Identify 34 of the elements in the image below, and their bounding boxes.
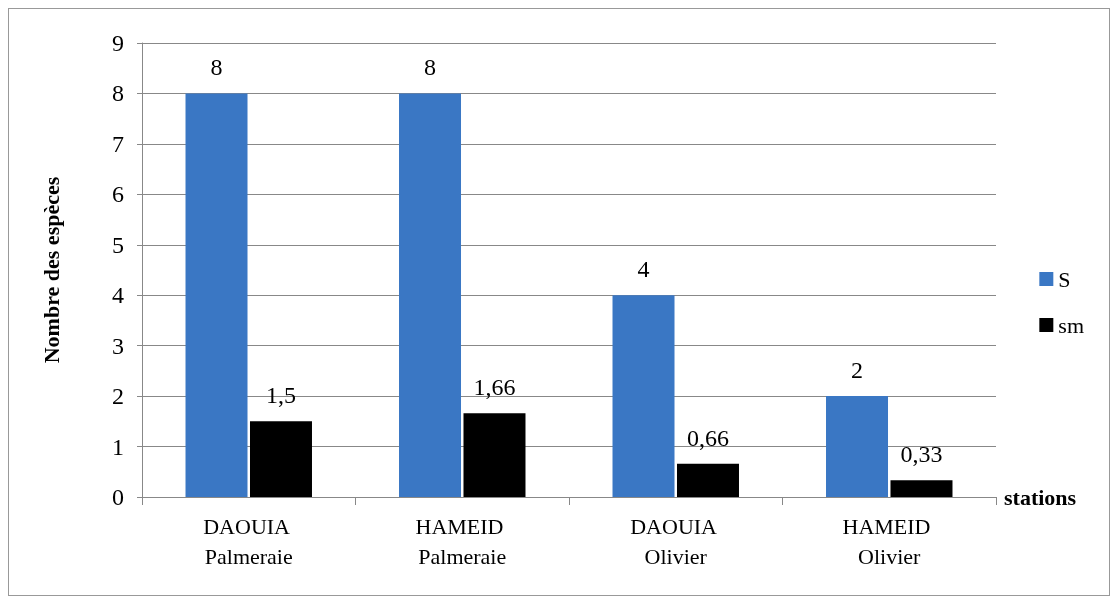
y-tick-label: 2 [112, 383, 124, 410]
x-tick-label: HAMEID Palmeraie [415, 513, 509, 569]
y-tick-label: 9 [112, 30, 124, 56]
legend-label: S [1058, 266, 1071, 292]
x-tick-label: DAOUIA Palmeraie [203, 513, 295, 569]
data-label: 4 [637, 256, 650, 283]
data-label: 0,33 [900, 441, 943, 468]
y-tick-label: 8 [112, 80, 124, 107]
legend-label: sm [1058, 312, 1085, 338]
bar [185, 93, 248, 497]
bar [249, 421, 312, 497]
y-axis-title: Nombre des espèces [38, 176, 64, 364]
y-tick-label: 5 [112, 231, 124, 258]
x-tick-label: DAOUIA Olivier [630, 513, 722, 569]
y-tick-label: 7 [112, 130, 124, 157]
data-label: 1,66 [473, 374, 516, 401]
y-tick-label: 0 [112, 484, 124, 510]
bar [826, 396, 889, 497]
bar [676, 463, 739, 497]
data-label: 0,66 [686, 424, 729, 451]
y-tick-label: 1 [112, 433, 124, 460]
y-tick-label: 6 [112, 181, 124, 208]
x-tick-label: HAMEID Olivier [842, 513, 936, 569]
bar [612, 295, 675, 497]
bar [463, 413, 526, 497]
data-label: 8 [210, 54, 223, 81]
bar [890, 480, 953, 497]
data-label: 1,5 [265, 382, 296, 409]
y-tick-label: 3 [112, 332, 124, 359]
x-axis-title: stations [1004, 484, 1077, 510]
data-label: 8 [424, 54, 437, 81]
data-label: 2 [851, 357, 864, 384]
bar [399, 93, 462, 497]
y-tick-label: 4 [112, 282, 124, 309]
